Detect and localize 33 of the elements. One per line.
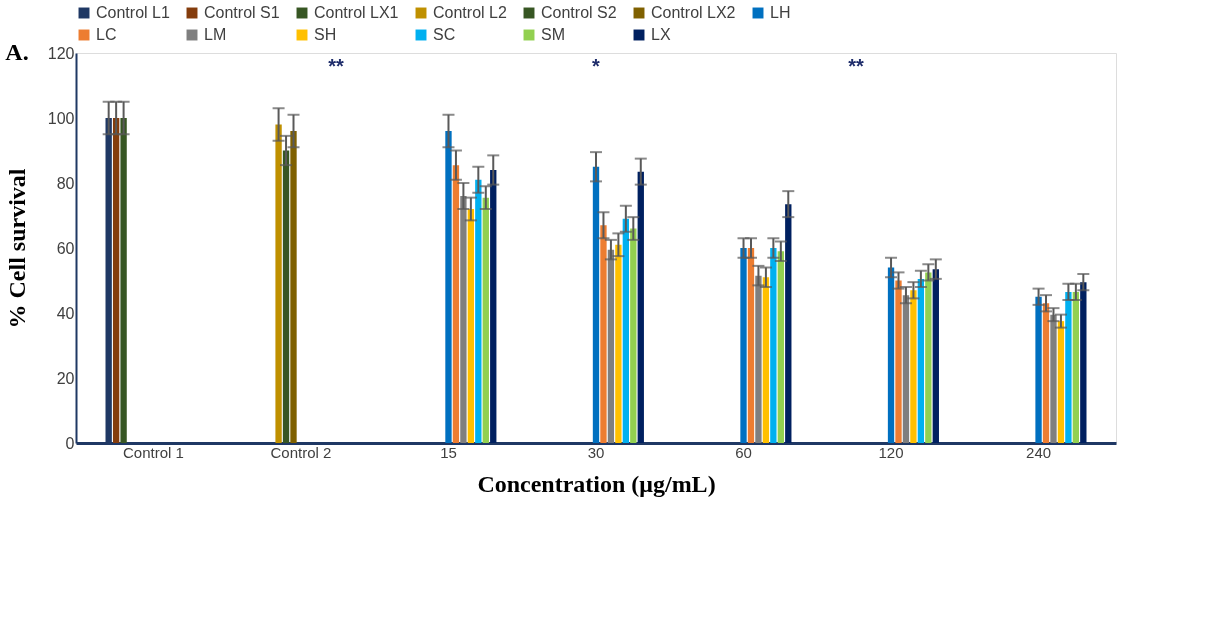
chart-title: A. [5, 39, 29, 65]
annotation: ** [848, 55, 864, 77]
x-tick-label: Control 1 [123, 443, 184, 461]
legend-label: Control S1 [204, 4, 280, 21]
y-tick-label: 60 [56, 239, 75, 257]
legend-label: LM [204, 26, 227, 43]
y-tick-label: 0 [65, 434, 75, 452]
y-tick-label: 40 [56, 304, 75, 322]
y-tick-label: 100 [47, 109, 75, 127]
y-tick-label: 80 [56, 174, 75, 192]
x-axis-title: Concentration (μg/mL) [477, 470, 716, 497]
legend-label: SM [541, 26, 565, 43]
legend-label: SC [433, 26, 456, 43]
legend-label: Control L2 [433, 4, 507, 21]
legend-label: LH [770, 4, 791, 21]
annotation: * [592, 55, 601, 77]
legend-label: SH [314, 26, 337, 43]
legend-label: Control L1 [96, 4, 170, 21]
legend-label: Control S2 [541, 4, 617, 21]
y-tick-label: 20 [56, 369, 75, 387]
y-tick-label: 120 [47, 44, 75, 62]
x-tick-label: 30 [587, 443, 605, 461]
legend-label: LC [96, 26, 117, 43]
legend-label: Control LX1 [314, 4, 399, 21]
annotation: ** [328, 55, 344, 77]
x-tick-label: Control 2 [270, 443, 332, 461]
legend-label: Control LX2 [651, 4, 736, 21]
x-tick-label: 15 [440, 443, 457, 461]
x-tick-label: 60 [735, 443, 752, 461]
y-axis-title: % Cell survival [3, 168, 30, 329]
x-tick-label: 120 [878, 443, 904, 461]
x-tick-label: 240 [1026, 443, 1052, 461]
legend-label: LX [651, 26, 671, 43]
